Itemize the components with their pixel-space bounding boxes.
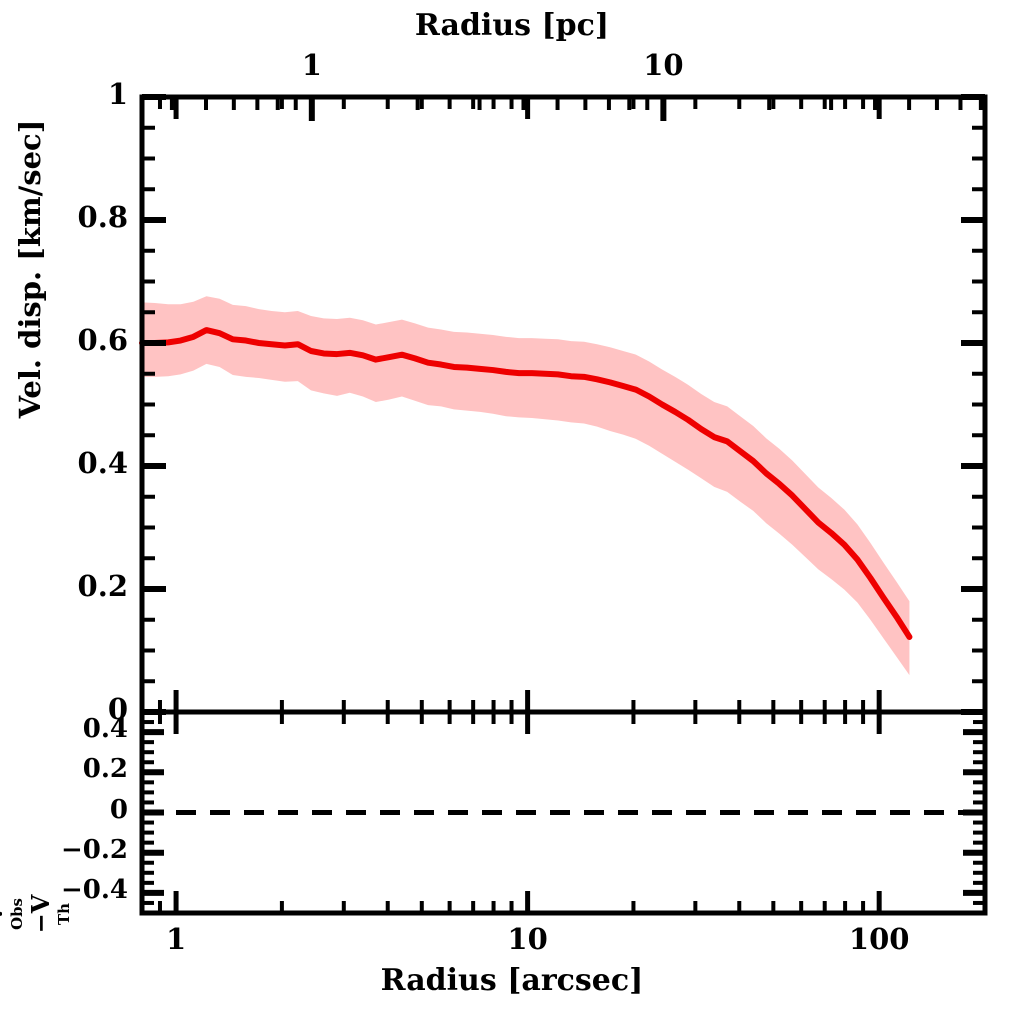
bottom-axis-title: Radius [arcsec] (380, 963, 644, 998)
top-panel-y-tick-label: 1 (107, 77, 128, 111)
bottom-panel-y-tick-label: −0.2 (60, 834, 128, 865)
bottom-panel-y-tick-label: 0.2 (82, 754, 128, 785)
top-panel-y-tick-label: 0 (107, 692, 128, 726)
uncertainty-band (142, 296, 910, 676)
top-axis-tick-label: 10 (643, 48, 684, 82)
bottom-panel-y-tick-label: 0.4 (82, 714, 128, 745)
bottom-panel-y-tick-label: 0 (109, 794, 128, 825)
bottom-panel-y-tick-label: −0.4 (60, 874, 128, 905)
top-axis-title: Radius [pc] (414, 8, 610, 43)
top-axis-tick-label: 1 (301, 48, 322, 82)
bottom-axis-tick-label: 100 (848, 922, 910, 956)
top-panel-y-tick-label: 0.8 (77, 200, 128, 234)
top-panel-y-tick-label: 0.4 (77, 446, 128, 480)
top-panel-y-tick-label: 0.6 (77, 323, 128, 357)
bottom-axis-tick-label: 1 (165, 922, 187, 956)
velocity-dispersion-line (139, 327, 913, 640)
top-panel-y-tick-label: 0.2 (77, 569, 128, 603)
bottom-axis-tick-label: 10 (507, 922, 548, 956)
